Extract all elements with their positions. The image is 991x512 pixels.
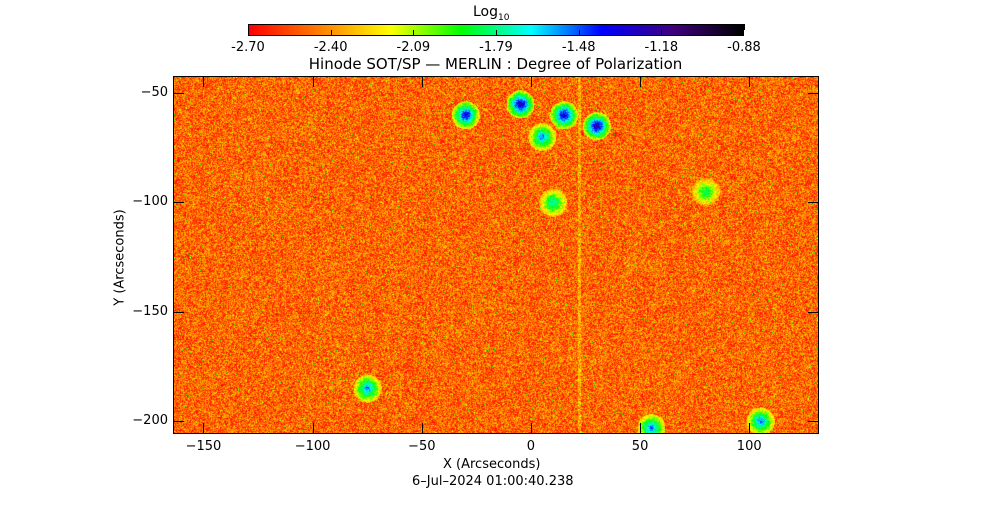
x-axis-label: X (Arcseconds): [443, 457, 541, 472]
x-tick-label: 100: [736, 439, 762, 454]
y-tick-mark: [808, 420, 818, 422]
x-tick-mark: [312, 423, 314, 433]
polarization-map: [173, 76, 819, 434]
y-tick-mark: [808, 92, 818, 94]
colorbar-label: Log10: [473, 4, 510, 23]
x-tick-label: −150: [185, 439, 222, 454]
y-tick-label: −200: [132, 412, 168, 428]
y-tick-mark: [808, 311, 818, 313]
colorbar-tick-label: -1.79: [479, 40, 513, 55]
timestamp: 6–Jul–2024 01:00:40.238: [412, 474, 574, 489]
y-axis-label: Y (Arcseconds): [112, 209, 128, 306]
colorbar-tick-mark: [661, 30, 663, 36]
y-tick-mark: [174, 420, 184, 422]
x-tick-mark: [312, 77, 314, 87]
colorbar-tick-mark: [744, 24, 745, 30]
colorbar-tick-mark: [330, 30, 332, 36]
colorbar-tick-mark: [496, 30, 497, 36]
colorbar-tick-label: -2.40: [313, 40, 348, 55]
y-tick-mark: [174, 311, 184, 313]
x-tick-label: −100: [294, 439, 331, 454]
x-tick-mark: [530, 77, 532, 87]
x-tick-mark: [203, 77, 205, 87]
x-tick-label: 50: [631, 439, 649, 454]
y-tick-mark: [174, 92, 184, 94]
x-tick-mark: [749, 77, 751, 87]
colorbar-tick-label: -1.48: [561, 40, 596, 55]
x-tick-label: 0: [526, 439, 536, 454]
y-tick-mark: [174, 202, 184, 204]
colorbar-tick-label: -1.18: [644, 40, 679, 55]
x-tick-mark: [749, 423, 751, 433]
colorbar-tick-label: -2.70: [231, 40, 265, 55]
colorbar-tick-mark: [248, 24, 249, 30]
y-tick-label: −150: [132, 303, 168, 319]
y-tick-label: −100: [132, 194, 168, 210]
x-tick-label: −50: [408, 439, 436, 454]
x-tick-mark: [421, 77, 423, 87]
x-tick-mark: [203, 423, 205, 433]
x-tick-mark: [640, 423, 642, 433]
x-tick-mark: [530, 423, 532, 433]
colorbar-tick-label: -0.88: [727, 40, 761, 55]
x-tick-mark: [640, 77, 642, 87]
chart-title: Hinode SOT/SP — MERLIN : Degree of Polar…: [308, 55, 683, 73]
y-tick-label: −50: [140, 84, 168, 100]
colorbar-tick-mark: [578, 30, 580, 36]
colorbar-tick-label: -2.09: [396, 40, 431, 55]
colorbar-tick-mark: [413, 30, 415, 36]
y-tick-mark: [808, 202, 818, 204]
x-tick-mark: [421, 423, 423, 433]
